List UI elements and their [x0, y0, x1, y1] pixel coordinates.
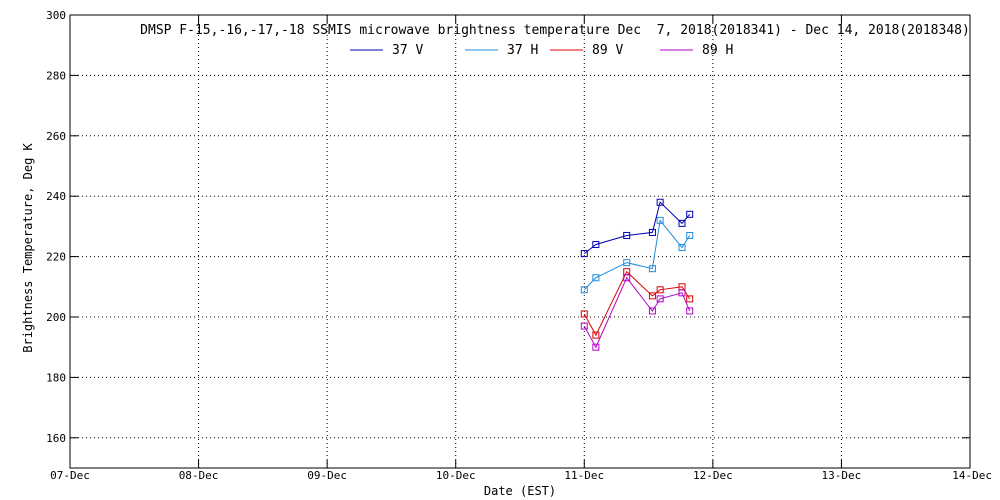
x-tick-label: 07-Dec — [50, 469, 90, 482]
legend-label: 89 V — [592, 43, 623, 58]
series-89-v — [580, 268, 694, 339]
x-tick-label: 12-Dec — [693, 469, 733, 482]
y-tick-label: 220 — [46, 251, 66, 264]
series-line — [583, 270, 691, 337]
x-tick-label: 09-Dec — [307, 469, 347, 482]
x-tick-label: 11-Dec — [564, 469, 604, 482]
y-tick-label: 200 — [46, 311, 66, 324]
y-tick-label: 280 — [46, 69, 66, 82]
series-37-v — [580, 198, 694, 258]
data-point-marker — [678, 289, 686, 297]
data-point-marker — [686, 295, 694, 303]
y-tick-label: 240 — [46, 190, 66, 203]
data-point-marker — [656, 216, 664, 224]
data-point-marker — [580, 310, 588, 318]
plot-frame — [69, 14, 971, 469]
x-tick-label: 13-Dec — [822, 469, 862, 482]
data-point-marker — [580, 286, 588, 294]
axis-ticks: 160 180 200 220 240 260 280 300 07-Dec 08-Dec 09-D… — [46, 9, 992, 482]
grid-lines — [70, 15, 970, 468]
legend-item: 37 V — [350, 43, 423, 58]
series-37-h — [580, 216, 694, 294]
x-axis-title: Date (EST) — [484, 484, 556, 498]
data-point-marker — [686, 307, 694, 315]
series-line — [583, 219, 691, 291]
data-point-marker — [648, 307, 656, 315]
series-89-h — [580, 274, 694, 351]
data-point-marker — [623, 231, 631, 239]
y-tick-label: 180 — [46, 371, 66, 384]
y-tick-label: 300 — [46, 9, 66, 22]
data-series — [580, 198, 694, 351]
data-point-marker — [592, 241, 600, 249]
data-point-marker — [648, 265, 656, 273]
legend-item: 37 H — [465, 43, 538, 58]
data-point-marker — [592, 343, 600, 351]
data-point-marker — [686, 231, 694, 239]
legend-label: 37 H — [507, 43, 538, 58]
legend: 37 V 37 H 89 V 89 H — [350, 43, 733, 58]
data-point-marker — [592, 274, 600, 282]
y-tick-label: 260 — [46, 130, 66, 143]
legend-label: 89 H — [702, 43, 733, 58]
data-point-marker — [678, 219, 686, 227]
x-tick-label: 08-Dec — [179, 469, 219, 482]
chart-title: DMSP F-15,-16,-17,-18 SSMIS microwave br… — [140, 23, 970, 38]
x-tick-label: 14-Dec — [952, 469, 992, 482]
data-point-marker — [648, 228, 656, 236]
y-axis-title: Brightness Temperature, Deg K — [21, 142, 35, 352]
data-point-marker — [648, 292, 656, 300]
data-point-marker — [592, 331, 600, 339]
data-point-marker — [580, 250, 588, 258]
data-point-marker — [623, 274, 631, 282]
legend-item: 89 H — [660, 43, 733, 58]
data-point-marker — [656, 286, 664, 294]
data-point-marker — [656, 295, 664, 303]
legend-item: 89 V — [550, 43, 623, 58]
data-point-marker — [678, 244, 686, 252]
data-point-marker — [656, 198, 664, 206]
x-tick-label: 10-Dec — [436, 469, 476, 482]
series-line — [583, 276, 691, 349]
series-line — [583, 201, 691, 254]
data-point-marker — [686, 210, 694, 218]
legend-label: 37 V — [392, 43, 423, 58]
data-point-marker — [623, 259, 631, 267]
y-tick-label: 160 — [46, 432, 66, 445]
data-point-marker — [580, 322, 588, 330]
